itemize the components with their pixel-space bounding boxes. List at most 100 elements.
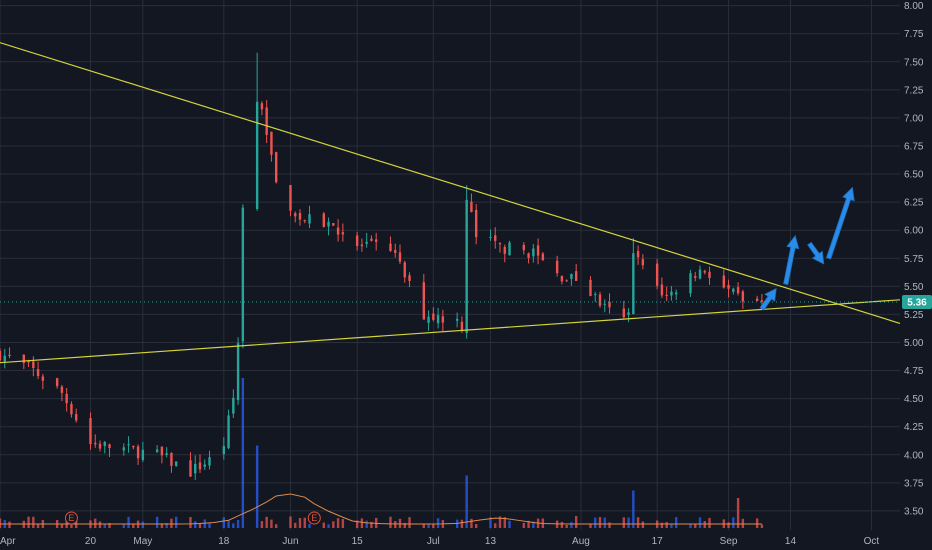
- candle-body: [227, 415, 230, 449]
- volume-bar: [708, 517, 711, 528]
- volume-bar: [27, 516, 30, 528]
- volume-bar: [641, 521, 645, 528]
- volume-bar: [560, 521, 564, 528]
- candle-body: [422, 282, 426, 320]
- candle-body: [70, 403, 73, 415]
- volume-bar: [127, 516, 130, 528]
- candlestick-series: [0, 52, 764, 481]
- y-tick-label: 3.50: [904, 506, 924, 517]
- candle-body: [360, 244, 364, 247]
- candle-body: [327, 221, 330, 227]
- earnings-label: E: [68, 513, 74, 523]
- candle-body: [622, 308, 626, 318]
- volume-bar: [170, 518, 173, 528]
- x-tick-label: 18: [218, 536, 230, 547]
- y-tick-label: 5.25: [904, 310, 924, 321]
- volume-bar: [389, 516, 392, 528]
- volume-bar: [289, 516, 292, 528]
- candle-body: [165, 453, 168, 455]
- volume-bar: [308, 523, 311, 528]
- candle-body: [298, 213, 302, 220]
- candle-body: [594, 294, 597, 296]
- volume-bar: [132, 524, 135, 528]
- candle-body: [398, 252, 402, 262]
- candle-body: [132, 445, 135, 448]
- candle-body: [274, 152, 278, 183]
- volume-bar: [198, 522, 202, 528]
- candle-body: [589, 279, 592, 296]
- y-tick-label: 6.50: [904, 170, 924, 181]
- trendline-resistance: [0, 42, 901, 324]
- volume-bar: [527, 520, 530, 528]
- candle-body: [160, 446, 164, 456]
- volume-bar: [189, 517, 192, 528]
- candle-body: [222, 446, 226, 454]
- y-tick-label: 7.25: [904, 85, 924, 96]
- volume-bar: [322, 522, 326, 528]
- candle-body: [170, 452, 173, 466]
- last-price-tag: [902, 295, 932, 310]
- y-tick-label: 7.50: [904, 57, 924, 68]
- forecast-arrows[interactable]: [759, 186, 855, 311]
- candle-body: [241, 207, 245, 342]
- volume-bar: [594, 517, 597, 528]
- candle-body: [189, 460, 192, 477]
- volume-bar: [270, 519, 273, 528]
- volume-bar: [570, 522, 573, 528]
- last-price-label: 5.36: [907, 298, 927, 309]
- volume-bar: [94, 518, 97, 528]
- volume-bar: [360, 518, 364, 528]
- candle-body: [470, 201, 473, 212]
- volume-bar: [741, 518, 745, 528]
- volume-bar: [398, 518, 402, 528]
- candle-body: [103, 441, 106, 446]
- x-tick-label: Sep: [720, 536, 738, 547]
- candle-body: [408, 275, 411, 281]
- volume-bar: [194, 521, 197, 528]
- candle-body: [122, 447, 126, 451]
- candle-body: [565, 280, 568, 282]
- volume-bar: [32, 516, 35, 528]
- volume-bar: [222, 517, 226, 528]
- candle-body: [55, 378, 59, 387]
- candle-body: [294, 213, 297, 217]
- volume-bar: [98, 521, 102, 528]
- y-tick-label: 7.00: [904, 113, 924, 124]
- volume-bar: [703, 521, 706, 528]
- candle-body: [460, 321, 464, 332]
- candle-body: [703, 270, 706, 273]
- volume-moving-average: [0, 493, 762, 525]
- candle-body: [27, 360, 30, 363]
- volume-bar: [665, 522, 668, 528]
- volume-bar: [494, 523, 497, 528]
- candle-body: [89, 418, 92, 445]
- y-tick-label: 4.25: [904, 422, 924, 433]
- candle-body: [608, 302, 611, 308]
- volume-bar: [460, 519, 464, 528]
- y-tick-label: 6.75: [904, 141, 924, 152]
- volume-bar: [470, 518, 473, 528]
- candle-body: [303, 220, 306, 222]
- trendlines[interactable]: [0, 42, 901, 364]
- volume-bar: [670, 523, 673, 528]
- candle-body: [403, 262, 406, 278]
- volume-bar: [694, 524, 697, 528]
- candle-body: [22, 354, 26, 363]
- candle-body: [155, 449, 159, 453]
- volume-bar: [203, 519, 206, 528]
- x-tick-label: May: [133, 536, 152, 547]
- volume-bar: [689, 523, 692, 528]
- volume-bar: [508, 520, 511, 528]
- x-tick-label: Aug: [572, 536, 590, 547]
- earnings-label: E: [311, 513, 317, 523]
- volume-bar: [327, 524, 330, 528]
- candle-body: [265, 107, 268, 135]
- candle-body: [255, 101, 259, 209]
- candle-body: [36, 369, 40, 377]
- candle-body: [736, 287, 740, 294]
- candle-body: [432, 313, 435, 320]
- volume-bar: [103, 524, 106, 528]
